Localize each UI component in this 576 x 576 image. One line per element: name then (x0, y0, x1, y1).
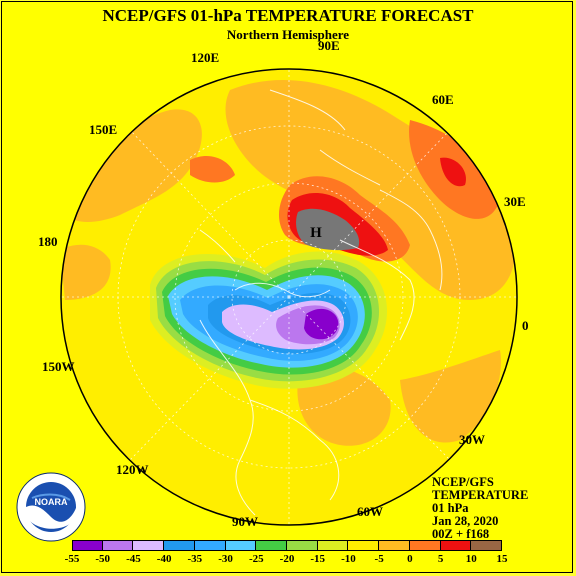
colorbar-swatch (348, 540, 380, 551)
high-marker: H (310, 225, 322, 241)
colorbar-tick-label: 10 (465, 553, 477, 565)
orange-region-s (297, 366, 391, 446)
lon-label-180: 180 (38, 234, 58, 249)
logo-text: NOARA (35, 497, 68, 507)
colorbar-swatch (317, 540, 349, 551)
lon-label-90w: 90W (232, 514, 258, 529)
colorbar-swatch (409, 540, 441, 551)
lon-label-30w: 30W (459, 432, 485, 447)
max-core (296, 208, 360, 251)
colorbar-tick-label: -40 (156, 553, 172, 565)
lon-label-0: 0 (522, 318, 529, 333)
orange-region-n (225, 80, 516, 300)
map-subtitle: Northern Hemisphere (226, 27, 350, 42)
colorbar-swatch (133, 540, 165, 551)
info-model: NCEP/GFS (432, 475, 494, 489)
info-variable: TEMPERATURE (432, 488, 529, 502)
colorbar-tick-label: -35 (187, 553, 203, 565)
colorbar-swatch (287, 540, 318, 551)
colorbar-tick-label: -45 (126, 553, 141, 565)
colorbar-swatch (225, 540, 257, 551)
orange-region-w (61, 244, 111, 300)
lon-label-90e: 90E (318, 38, 340, 53)
colorbar-tick-label: 15 (496, 553, 508, 565)
lon-label-120e: 120E (191, 50, 220, 65)
forecast-info: NCEP/GFS TEMPERATURE 01 hPa Jan 28, 2020… (432, 476, 528, 541)
lon-label-120w: 120W (116, 462, 149, 477)
colorbar-border (72, 540, 502, 551)
colorbar-swatch (102, 540, 134, 551)
colorbar-swatch (440, 540, 472, 551)
colorbar-swatch (194, 540, 226, 551)
lon-label-150w: 150W (42, 359, 75, 374)
temperature-field (61, 69, 517, 525)
graticule (61, 69, 517, 525)
orange-region-nw (61, 109, 202, 222)
map-boundary (60, 68, 518, 526)
lon-label-150e: 150E (89, 122, 118, 137)
colorbar-tick-label: 5 (437, 553, 444, 565)
lon-label-60e: 60E (432, 92, 454, 107)
colorbar-tick-label: -20 (279, 553, 295, 565)
colorbar-swatch (164, 540, 195, 551)
colorbar-swatch (72, 540, 103, 551)
map-title: NCEP/GFS 01-hPa TEMPERATURE FORECAST (102, 6, 474, 25)
lon-label-60w: 60W (357, 504, 383, 519)
colorbar-swatch (379, 540, 410, 551)
colorbar-tick-label: -5 (374, 553, 384, 565)
cold-vortex-core (304, 308, 339, 340)
red-spot-ne (440, 157, 466, 187)
lon-label-30e: 30E (504, 194, 526, 209)
coastlines (199, 89, 443, 516)
colorbar-swatch (256, 540, 287, 551)
colorbar-tick-label: -50 (95, 553, 111, 565)
colorbar-tick-label: -15 (310, 553, 326, 565)
colorbar-tick-label: -30 (218, 553, 233, 565)
info-run: 00Z + f168 (432, 527, 490, 541)
orange-region-se (400, 350, 501, 443)
colorbar-tick-label: 0 (407, 553, 413, 565)
colorbar-tick-label: -55 (64, 553, 80, 565)
warm-spot-nw (190, 155, 235, 183)
colorbar-tick-label: -25 (248, 553, 264, 565)
info-level: 01 hPa (432, 501, 469, 515)
info-date: Jan 28, 2020 (432, 514, 499, 528)
colorbar-tick-label: -10 (341, 553, 356, 565)
noaa-logo: NOARA (16, 472, 86, 542)
